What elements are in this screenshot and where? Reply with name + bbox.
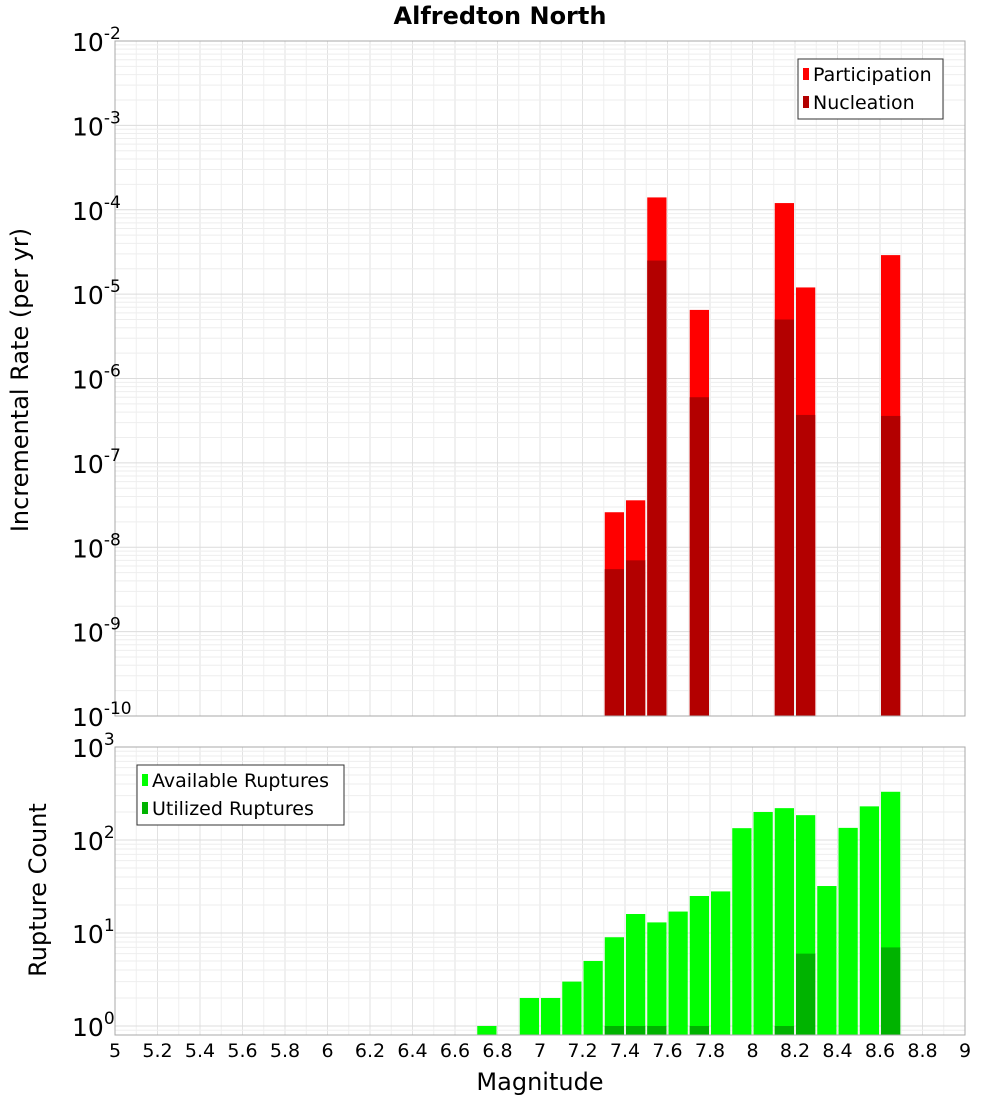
y-tick-label: 10-8 (72, 530, 121, 563)
bar (881, 947, 901, 1035)
x-axis-label: Magnitude (476, 1068, 603, 1096)
bar (626, 560, 646, 716)
bar (732, 828, 752, 1035)
y-tick-label: 103 (72, 730, 115, 763)
bar (541, 997, 561, 1035)
bar (583, 960, 603, 1035)
bar (689, 1025, 709, 1035)
bar (838, 827, 858, 1035)
x-tick-label: 6.2 (355, 1040, 385, 1062)
legend-label: Available Ruptures (152, 770, 329, 792)
y-tick-label: 101 (72, 916, 115, 949)
x-tick-label: 8.4 (822, 1040, 852, 1062)
panel-top: 10-10 10-9 10-8 10-7 10-6 10-5 10-4 10-3 10-2 Par… (72, 24, 966, 732)
bar (796, 953, 816, 1035)
legend-swatch (142, 774, 148, 786)
series-nucleation (604, 260, 901, 716)
bar (647, 1025, 667, 1035)
chart-title: Alfredton North (394, 2, 607, 30)
y-tick-label: 10-9 (72, 615, 121, 648)
bar (774, 319, 794, 716)
bar (562, 981, 582, 1035)
y-tick-label: 10-10 (72, 699, 132, 732)
x-tick-label: 5.6 (227, 1040, 257, 1062)
x-tick-label: 7 (534, 1040, 546, 1062)
legend-label: Participation (813, 64, 932, 86)
x-tick-label: 5.2 (142, 1040, 172, 1062)
bar (626, 1025, 646, 1035)
legend: Participation Nucleation (797, 58, 944, 120)
bar (604, 1025, 624, 1035)
y-tick-label: 102 (72, 823, 115, 856)
legend-label: Utilized Ruptures (152, 798, 314, 820)
bar (774, 808, 794, 1035)
plot-frame (114, 40, 966, 717)
bar (668, 911, 688, 1035)
legend-box (136, 764, 345, 826)
bar (647, 922, 667, 1035)
y-tick-label: 10-5 (72, 277, 121, 310)
bar (604, 569, 624, 716)
x-tick-label: 6.6 (440, 1040, 470, 1062)
y-tick-label: 10-7 (72, 446, 121, 479)
y-tick-label: 10-2 (72, 24, 121, 57)
bar (796, 414, 816, 716)
bar (859, 806, 879, 1035)
y-tick-label: 100 (72, 1009, 115, 1042)
bar (774, 1025, 794, 1035)
bar (817, 886, 837, 1035)
legend-label: Nucleation (813, 92, 915, 114)
x-tick-label: 7.4 (610, 1040, 640, 1062)
y-tick-label: 10-4 (72, 193, 121, 226)
x-tick-label: 7.2 (567, 1040, 597, 1062)
y-tick-label: 10-6 (72, 362, 121, 395)
bar (647, 260, 667, 716)
bar (689, 895, 709, 1035)
x-tick-label: 8 (746, 1040, 758, 1062)
bar (689, 397, 709, 716)
y-tick-label: 10-3 (72, 108, 121, 141)
legend-swatch (803, 68, 809, 80)
top-y-axis-label: Incremental Rate (per yr) (6, 228, 34, 532)
bar (711, 891, 731, 1035)
x-tick-label: 6 (321, 1040, 333, 1062)
x-tick-label: 8.6 (865, 1040, 895, 1062)
x-tick-label: 6.8 (482, 1040, 512, 1062)
x-tick-label: 5.4 (185, 1040, 215, 1062)
series-utilized-ruptures (604, 947, 901, 1035)
plot-frame (114, 746, 966, 1036)
x-tick-label: 8.2 (780, 1040, 810, 1062)
bar (477, 1025, 497, 1035)
x-tick-label: 9 (959, 1040, 971, 1062)
x-tick-label: 8.8 (907, 1040, 937, 1062)
bar (753, 812, 773, 1035)
x-tick-label: 6.4 (397, 1040, 427, 1062)
x-tick-label: 5.8 (270, 1040, 300, 1062)
legend-swatch (142, 802, 148, 814)
x-tick-label: 7.6 (652, 1040, 682, 1062)
bar (519, 997, 539, 1035)
bar (881, 415, 901, 716)
chart-plot-layer: 10-10 10-9 10-8 10-7 10-6 10-5 10-4 10-3 10-2 Par… (72, 24, 971, 1062)
bottom-y-axis-label: Rupture Count (24, 803, 52, 977)
bar (626, 914, 646, 1035)
legend-box (797, 58, 944, 120)
bar (604, 937, 624, 1035)
legend: Available Ruptures Utilized Ruptures (136, 764, 345, 826)
x-tick-label: 5 (109, 1040, 121, 1062)
legend-swatch (803, 96, 809, 108)
x-tick-label: 7.8 (695, 1040, 725, 1062)
